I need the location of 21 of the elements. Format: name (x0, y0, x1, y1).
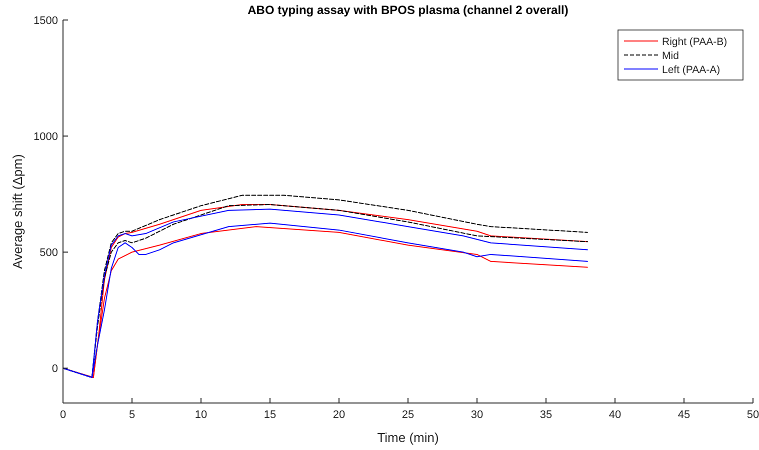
y-tick-label: 500 (40, 247, 58, 260)
x-tick-label: 40 (608, 409, 622, 421)
legend-label: Left (PAA-A) (662, 64, 720, 76)
x-tick-label: 20 (332, 409, 346, 421)
x-tick-label: 15 (264, 409, 276, 421)
y-tick-label: 1000 (34, 131, 58, 144)
y-axis-title: Average shift (Δpm) (10, 154, 25, 269)
y-tick-label: 1500 (34, 15, 58, 27)
legend-label: Mid (662, 50, 680, 62)
x-tick-label: 0 (60, 409, 66, 421)
y-tick-label: 0 (52, 363, 58, 376)
chart-title: ABO typing assay with BPOS plasma (channel 2 overall) (248, 3, 568, 17)
legend-label: Right (PAA-B) (662, 36, 728, 48)
x-tick-label: 50 (746, 409, 759, 421)
x-axis-title: Time (min) (377, 430, 439, 445)
x-tick-label: 45 (678, 409, 690, 421)
x-tick-label: 30 (470, 409, 484, 421)
x-tick-label: 5 (128, 409, 136, 421)
x-tick-label: 35 (540, 409, 552, 421)
x-tick-label: 25 (402, 409, 414, 421)
x-tick-label: 10 (194, 409, 208, 421)
